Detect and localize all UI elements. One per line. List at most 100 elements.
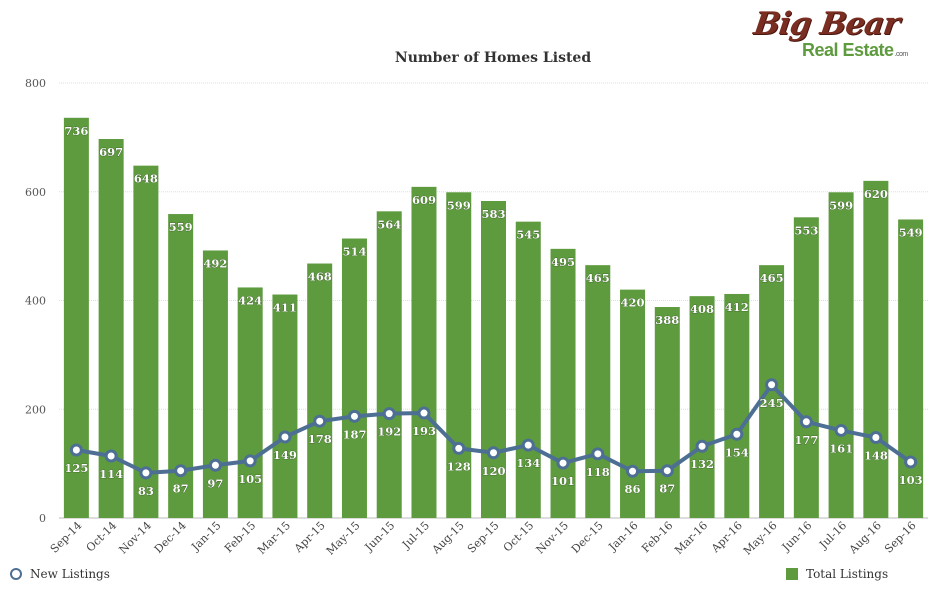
legend-new-listings-label: New Listings (30, 567, 110, 581)
line-value-label: 161 (829, 441, 853, 455)
line-point (208, 458, 222, 472)
line-value-label: 86 (625, 482, 641, 496)
line-value-label: 178 (308, 432, 332, 446)
x-tick-label: Jun-15 (362, 519, 398, 555)
x-tick-label: Apr-16 (708, 519, 745, 556)
line-point (730, 427, 744, 441)
line-point (278, 430, 292, 444)
y-tick-label: 200 (25, 403, 46, 416)
bar-value-label: 545 (516, 228, 540, 242)
line-series (69, 378, 918, 480)
x-tick-label: Nov-15 (534, 519, 572, 557)
bar (550, 248, 576, 518)
bar-value-label: 736 (64, 124, 88, 138)
line-value-label: 118 (586, 465, 610, 479)
line-value-label: 101 (551, 474, 575, 488)
line-value-label: 192 (377, 425, 401, 439)
line-point (904, 455, 918, 469)
legend-bar-marker (786, 568, 798, 580)
bar-value-label: 468 (308, 270, 332, 284)
x-tick-label: Jun-16 (779, 519, 815, 555)
bar (63, 117, 89, 519)
line-value-label: 120 (481, 464, 505, 478)
x-tick-label: Jul-16 (816, 519, 849, 552)
bar (689, 296, 715, 518)
bar-value-label: 514 (342, 245, 366, 259)
bar-value-label: 609 (412, 193, 436, 207)
bar-value-label: 599 (447, 198, 471, 212)
x-tick-label: Mar-16 (672, 519, 710, 557)
line-point (139, 466, 153, 480)
bar-value-label: 599 (829, 198, 853, 212)
line-point (174, 464, 188, 478)
line-point (417, 406, 431, 420)
x-tick-label: Jan-16 (605, 519, 640, 554)
line-labels: 125 114 83 87 97 105 149 178 187 192 193 128 120 134 1… (64, 395, 923, 498)
line-value-label: 148 (864, 449, 888, 463)
bar-value-label: 553 (794, 223, 818, 237)
legend-total-listings-label: Total Listings (806, 567, 889, 581)
company-logo: Big Bear Real Estate.com (750, 6, 930, 66)
bar (237, 287, 263, 518)
x-tick-label: Aug-16 (846, 519, 884, 557)
line-value-label: 83 (138, 484, 154, 498)
line-value-label: 114 (99, 467, 123, 481)
legend-new-listings[interactable]: New Listings (10, 567, 110, 581)
legend-total-listings[interactable]: Total Listings (786, 567, 888, 581)
line-value-label: 128 (447, 459, 471, 473)
y-tick-label: 600 (25, 186, 46, 199)
line-point (382, 407, 396, 421)
x-tick-label: Dec-15 (569, 519, 606, 556)
bar (307, 263, 333, 518)
bar-value-label: 697 (99, 145, 123, 159)
line-value-label: 134 (516, 456, 540, 470)
line-point (695, 439, 709, 453)
line-point (834, 423, 848, 437)
y-tick-label: 400 (25, 295, 46, 308)
x-tick-label: Sep-15 (465, 519, 502, 556)
logo-suffix: .com (894, 51, 909, 58)
x-tick-label: Jan-15 (188, 519, 223, 554)
line-value-label: 193 (412, 424, 436, 438)
x-tick-label: Mar-15 (255, 519, 293, 557)
bar-value-label: 411 (273, 301, 297, 315)
bar-value-label: 495 (551, 255, 575, 269)
x-tick-label: May-15 (324, 519, 363, 558)
bar (376, 211, 402, 518)
x-tick-label: Oct-14 (84, 519, 120, 555)
line-value-label: 149 (273, 448, 297, 462)
x-tick-label: Nov-14 (116, 519, 154, 557)
line-point (104, 449, 118, 463)
line-value-label: 105 (238, 472, 262, 486)
bar-value-label: 424 (238, 293, 262, 307)
line-point (556, 456, 570, 470)
bar-value-label: 492 (203, 256, 227, 270)
bar (863, 180, 889, 518)
bar-series (63, 117, 924, 519)
bar-labels: 736 697 648 559 492 424 411 468 514 564 609 599 583 5… (64, 124, 923, 328)
bar (272, 294, 298, 518)
bar (133, 165, 159, 518)
bar (481, 200, 506, 518)
line-value-label: 187 (342, 427, 366, 441)
x-tick-label: Oct-15 (501, 519, 537, 555)
chart-title: Number of Homes Listed (394, 50, 592, 66)
line-point (591, 447, 605, 461)
bar (341, 238, 367, 518)
line-point (765, 378, 779, 392)
x-tick-label: Feb-15 (222, 519, 258, 555)
logo-line2: Real Estate.com (802, 40, 908, 61)
bar (446, 192, 472, 518)
legend-line-marker (10, 568, 22, 580)
bar-value-label: 412 (725, 300, 749, 314)
bar-value-label: 564 (377, 217, 401, 231)
line-value-label: 245 (760, 396, 784, 410)
bar-value-label: 648 (134, 172, 158, 186)
line-point (243, 454, 257, 468)
line-value-label: 103 (899, 473, 923, 487)
line-value-label: 87 (173, 482, 189, 496)
line-point (799, 415, 813, 429)
line-point (869, 431, 883, 445)
line-point (69, 443, 83, 457)
